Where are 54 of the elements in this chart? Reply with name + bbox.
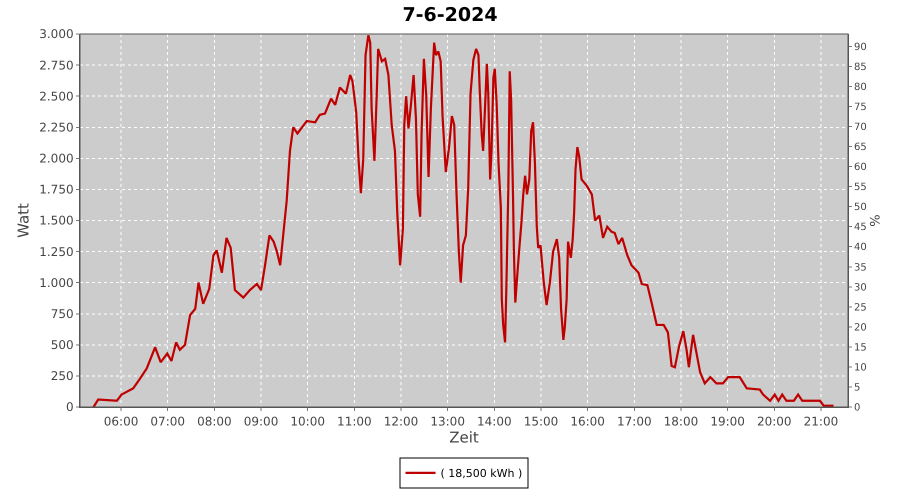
x-tick-label: 21:00 — [804, 414, 838, 428]
y-tick-label: 2.250 — [39, 120, 74, 134]
legend-label: ( 18,500 kWh ) — [440, 467, 522, 480]
x-tick-label: 11:00 — [337, 414, 372, 428]
y-tick-label: 1.750 — [39, 182, 74, 197]
y-tick-label: 500 — [50, 338, 74, 352]
y2-tick-label: 80 — [854, 82, 867, 93]
y2-tick-label: 55 — [854, 182, 867, 194]
x-tick-label: 12:00 — [384, 414, 418, 428]
y2-tick-label: 20 — [854, 322, 867, 334]
x-tick-label: 07:00 — [150, 414, 186, 428]
y-tick-label: 1.000 — [39, 276, 74, 290]
y-tick-label: 2.500 — [39, 89, 74, 104]
y2-tick-label: 85 — [854, 62, 867, 73]
x-tick-label: 20:00 — [756, 414, 792, 428]
y2-tick-label: 90 — [854, 42, 867, 53]
y2-tick-label: 70 — [854, 122, 867, 134]
y2-tick-label: 40 — [854, 242, 867, 254]
x-tick-label: 13:00 — [430, 414, 465, 428]
x-tick-label: 14:00 — [477, 414, 512, 428]
x-tick-label: 06:00 — [104, 414, 138, 428]
y2-tick-label: 5 — [854, 382, 860, 394]
y2-tick-label: 0 — [854, 402, 860, 414]
y2-tick-label: 45 — [854, 222, 867, 234]
y-tick-label: 750 — [50, 306, 74, 321]
y2-tick-label: 50 — [854, 202, 867, 214]
y2-tick-label: 75 — [854, 102, 867, 114]
y2-tick-label: 10 — [854, 362, 867, 374]
y2-tick-label: 60 — [854, 162, 867, 174]
y-tick-label: 250 — [50, 369, 74, 384]
x-tick-label: 15:00 — [524, 414, 558, 428]
x-tick-label: 18:00 — [664, 414, 698, 428]
y-tick-label: 1.500 — [39, 214, 74, 228]
y-tick-label: 1.250 — [39, 244, 74, 259]
x-tick-label: 17:00 — [617, 414, 652, 428]
y2-tick-label: 25 — [854, 302, 867, 314]
y-axis-title: Watt — [14, 202, 32, 238]
y2-axis-title: % — [868, 214, 884, 227]
y2-tick-label: 35 — [854, 262, 867, 274]
x-tick-label: 10:00 — [290, 414, 325, 428]
x-axis-title: Zeit — [449, 428, 479, 446]
line-series — [92, 34, 835, 407]
y2-tick-label: 15 — [854, 342, 867, 354]
y-tick-label: 2.750 — [39, 58, 74, 72]
x-tick-label: 19:00 — [710, 414, 745, 428]
y-tick-label: 0 — [66, 400, 74, 414]
x-tick-label: 09:00 — [244, 414, 278, 428]
y-tick-label: 2.000 — [39, 152, 74, 166]
y-tick-label: 3.000 — [39, 27, 74, 42]
x-tick-label: 16:00 — [570, 414, 605, 428]
y2-tick-label: 30 — [854, 282, 867, 294]
y2-tick-label: 65 — [854, 142, 867, 154]
chart-title: 7-6-2024 — [402, 4, 498, 26]
x-tick-label: 08:00 — [197, 414, 232, 428]
